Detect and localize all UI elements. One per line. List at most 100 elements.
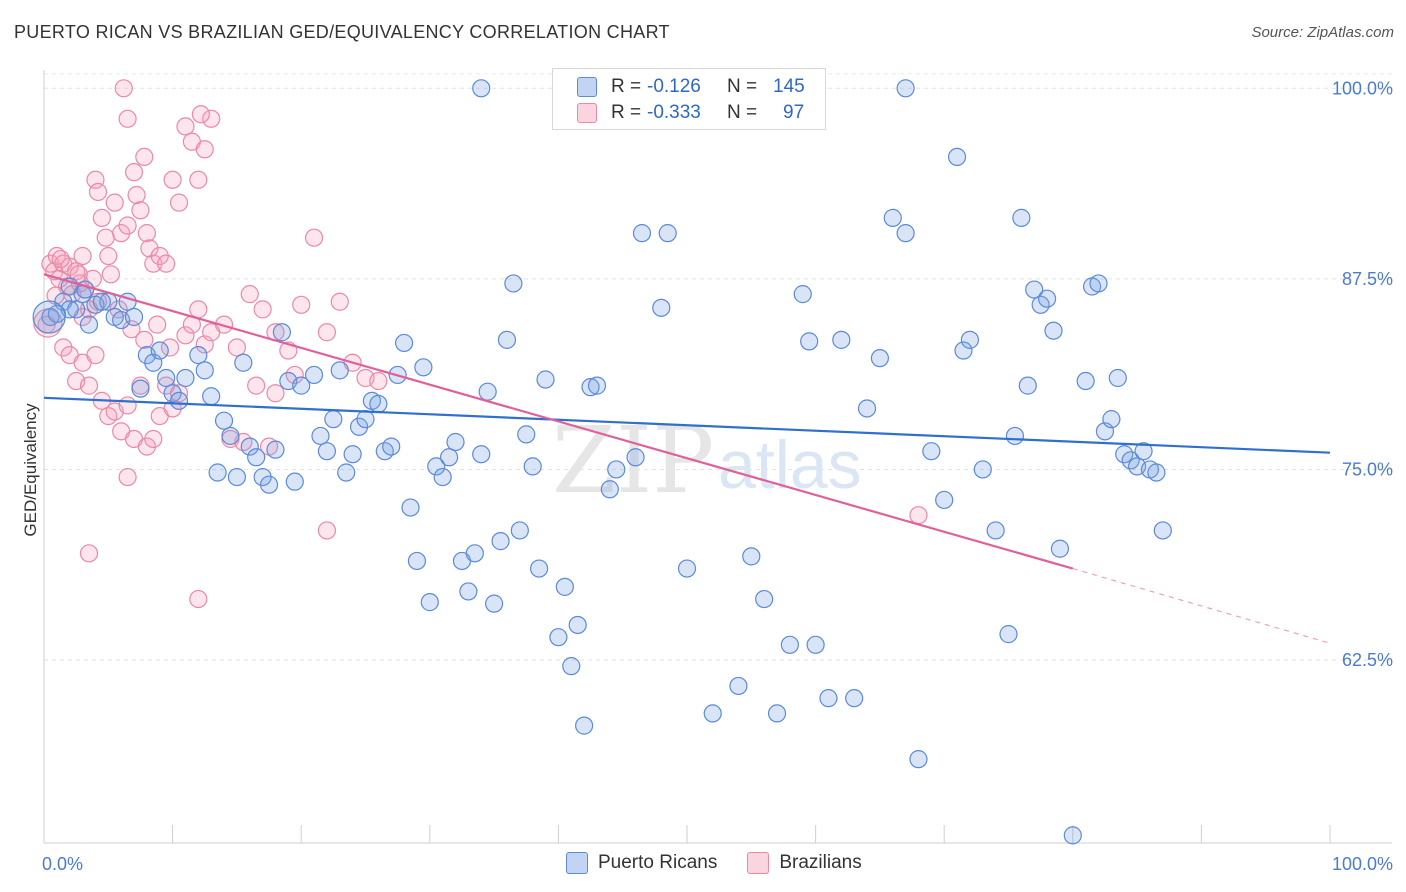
bottom-legend-puerto-ricans[interactable]: Puerto Ricans	[566, 852, 717, 874]
brazilian-point	[101, 265, 120, 284]
puerto-rican-point	[755, 589, 774, 609]
puerto-rican-point	[1018, 376, 1037, 395]
bottom-legend-brazilians[interactable]: Brazilians	[747, 852, 862, 874]
puerto-rican-point	[259, 475, 279, 494]
puerto-rican-point	[407, 551, 427, 571]
puerto-rican-point	[1076, 371, 1095, 391]
puerto-rican-point	[369, 394, 388, 413]
puerto-rican-point	[427, 457, 446, 476]
puerto-rican-point	[1050, 539, 1070, 558]
puerto-rican-point	[485, 594, 504, 613]
puerto-ricans-trend-line	[43, 396, 1331, 454]
y-tick-label: 75.0%	[1342, 459, 1393, 479]
puerto-rican-point	[999, 625, 1018, 644]
puerto-rican-point	[652, 298, 671, 317]
puerto-rican-point	[626, 448, 645, 467]
watermark: ZIP atlas	[552, 407, 862, 514]
y-axis-label: GED/Equivalency	[21, 403, 40, 537]
legend-swatch-blue	[577, 77, 597, 97]
puerto-rican-point	[607, 460, 626, 479]
brazilian-point	[118, 109, 137, 128]
puerto-rican-point	[491, 532, 510, 551]
puerto-rican-point	[742, 547, 761, 566]
puerto-rican-point	[555, 577, 574, 596]
bottom-legend-label: Brazilians	[779, 852, 862, 873]
puerto-rican-point	[382, 437, 401, 456]
brazilians-trend-line	[43, 273, 1074, 570]
brazilian-point	[195, 140, 214, 159]
puerto-rican-point	[530, 559, 549, 578]
legend-r-label: R =	[611, 102, 642, 123]
puerto-rican-point	[1025, 280, 1044, 299]
brazilian-point	[191, 105, 210, 124]
puerto-rican-point	[304, 365, 324, 385]
legend-row-brazilians: R = -0.333 N = 97	[577, 101, 804, 125]
brazilian-point	[317, 521, 337, 540]
brazilian-point	[148, 315, 167, 334]
puerto-rican-point	[349, 417, 369, 436]
brazilian-point	[176, 117, 195, 136]
brazilian-point	[92, 208, 111, 227]
puerto-rican-point	[517, 425, 536, 444]
puerto-rican-point	[472, 79, 491, 98]
puerto-rican-point	[337, 463, 356, 482]
puerto-rican-point	[472, 445, 491, 464]
puerto-rican-point	[1134, 442, 1153, 461]
bottom-legend-swatch-blue	[566, 852, 588, 874]
puerto-rican-point	[935, 490, 954, 510]
puerto-rican-point	[131, 379, 150, 398]
puerto-rican-point	[819, 689, 838, 708]
puerto-rican-point	[523, 457, 542, 476]
puerto-rican-point	[324, 410, 343, 429]
puerto-rican-point	[32, 300, 66, 334]
puerto-rican-point	[176, 368, 195, 388]
puerto-rican-point	[677, 559, 697, 578]
puerto-rican-point	[600, 480, 619, 499]
watermark-atlas: atlas	[718, 427, 862, 503]
legend-n-value: 145	[773, 76, 805, 97]
puerto-rican-point	[459, 582, 478, 601]
puerto-rican-point	[896, 79, 915, 98]
brazilians-trend-extension	[1072, 567, 1331, 644]
legend-r-label: R =	[611, 76, 642, 97]
legend-n-value: 97	[783, 102, 805, 123]
legend-n-label: N =	[727, 102, 758, 123]
puerto-rican-point	[568, 615, 587, 635]
brazilian-point	[112, 224, 131, 243]
puerto-rican-point	[202, 387, 221, 406]
puerto-rican-point	[562, 657, 581, 676]
puerto-rican-point	[806, 635, 825, 654]
brazilian-point	[137, 224, 156, 243]
puerto-rican-point	[292, 376, 311, 395]
puerto-rican-point	[79, 315, 99, 334]
puerto-rican-point	[922, 442, 941, 461]
puerto-rican-point	[92, 292, 111, 311]
puerto-rican-point	[150, 341, 169, 360]
brazilian-point	[118, 467, 137, 487]
puerto-rican-point	[311, 426, 330, 446]
tick-labels: 62.5% 75.0% 87.5% 100.0% 0.0% 100.0%	[42, 78, 1393, 874]
puerto-rican-point	[401, 498, 420, 517]
brazilian-point	[304, 228, 324, 247]
puerto-rican-point	[857, 399, 877, 418]
puerto-rican-point	[221, 426, 240, 446]
brazilian-point	[369, 371, 388, 391]
brazilian-point	[124, 163, 144, 182]
brazilian-point	[266, 384, 285, 403]
puerto-rican-point	[536, 370, 555, 389]
brazilian-point	[73, 246, 92, 266]
puerto-rican-point	[832, 330, 851, 349]
legend-r-value: -0.126	[647, 76, 701, 97]
y-tick-label: 100.0%	[1332, 78, 1393, 98]
puerto-rican-point	[446, 432, 465, 452]
puerto-rican-point	[703, 704, 722, 723]
puerto-rican-point	[1037, 289, 1057, 308]
puerto-ricans-points	[32, 79, 1172, 845]
puerto-rican-point	[234, 353, 253, 372]
puerto-rican-point	[1147, 463, 1166, 482]
y-tick-label: 62.5%	[1342, 650, 1393, 670]
puerto-rican-point	[356, 410, 375, 429]
brazilian-point	[137, 437, 156, 456]
puerto-rican-point	[658, 224, 677, 243]
